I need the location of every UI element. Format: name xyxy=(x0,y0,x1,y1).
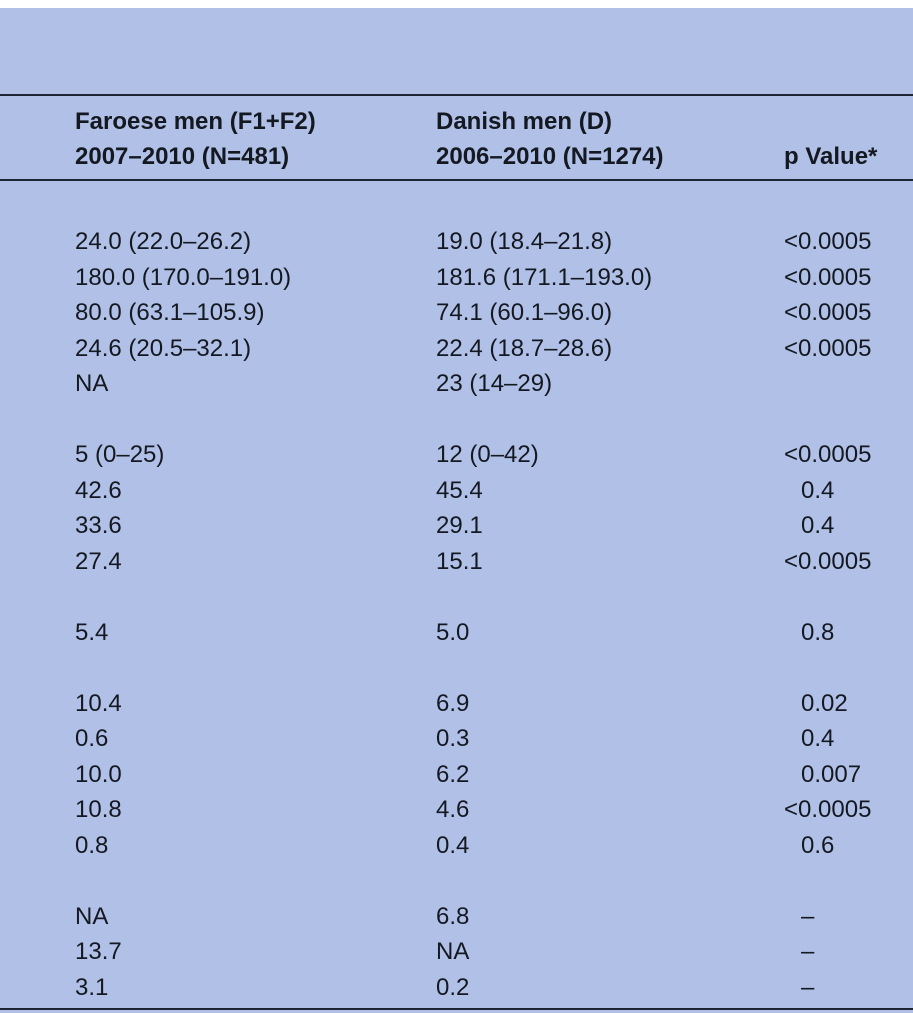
table-cell: 5 (0–25) xyxy=(75,441,165,468)
table-cell: 10.0 xyxy=(75,760,122,788)
table-cell: 0.4 xyxy=(801,512,835,539)
table-cell: – xyxy=(801,938,815,965)
table-cell: 0.2 xyxy=(436,973,470,1001)
bottom-rule xyxy=(0,1008,913,1010)
table-cell: 23 (14–29) xyxy=(436,370,553,397)
table-cell: 0.007 xyxy=(801,760,862,788)
table-cell: 0.6 xyxy=(801,831,835,859)
table-cell: 0.4 xyxy=(801,725,835,752)
table-cell: 74.1 (60.1–96.0) xyxy=(436,299,613,326)
table-cell: 80.0 (63.1–105.9) xyxy=(75,299,265,326)
table-cell: 181.6 (171.1–193.0) xyxy=(436,263,653,291)
table-cell: <0.0005 xyxy=(784,547,872,575)
header-cell: 2006–2010 (N=1274) xyxy=(436,143,664,170)
table-cell: NA xyxy=(75,902,109,930)
table-cell: 27.4 xyxy=(75,547,122,575)
table-cell: – xyxy=(801,902,815,930)
table-cell: 13.7 xyxy=(75,938,122,965)
table-cell: 42.6 xyxy=(75,476,122,504)
table-page: Faroese men (F1+F2) 2007–2010 (N=481) Dani… xyxy=(0,8,913,1013)
table-cell: 5.4 xyxy=(75,618,109,646)
table-cell: 6.2 xyxy=(436,760,470,788)
table-cell: NA xyxy=(436,938,470,965)
table-cell: 22.4 (18.7–28.6) xyxy=(436,334,613,362)
table-cell: 33.6 xyxy=(75,512,122,539)
table-cell: 0.8 xyxy=(75,831,109,859)
table-cell: 0.3 xyxy=(436,725,470,752)
table-cell: 45.4 xyxy=(436,476,483,504)
table-cell: <0.0005 xyxy=(784,299,872,326)
table-cell: 0.6 xyxy=(75,725,109,752)
table-cell: 0.8 xyxy=(801,618,835,646)
table-cell: 4.6 xyxy=(436,796,470,823)
header-cell: Danish men (D) xyxy=(436,108,613,135)
table-cell: 24.0 (22.0–26.2) xyxy=(75,228,252,255)
top-rule xyxy=(0,94,913,96)
table-cell: <0.0005 xyxy=(784,441,872,468)
table-cell: 0.4 xyxy=(436,831,470,859)
table-cell: 24.6 (20.5–32.1) xyxy=(75,334,252,362)
header-rule xyxy=(0,179,913,181)
table-cell: 19.0 (18.4–21.8) xyxy=(436,228,613,255)
table-cell: 6.8 xyxy=(436,902,470,930)
table-cell: 0.02 xyxy=(801,689,848,717)
table-cell: 6.9 xyxy=(436,689,470,717)
table-cell: <0.0005 xyxy=(784,263,872,291)
table-cell: NA xyxy=(75,370,109,397)
header-cell: Faroese men (F1+F2) xyxy=(75,108,316,135)
table-cell: 10.4 xyxy=(75,689,122,717)
table-cell: <0.0005 xyxy=(784,228,872,255)
table-cell: 10.8 xyxy=(75,796,122,823)
header-cell: 2007–2010 (N=481) xyxy=(75,143,290,170)
table-cell: 180.0 (170.0–191.0) xyxy=(75,263,292,291)
table-cell: 0.4 xyxy=(801,476,835,504)
table-cell: <0.0005 xyxy=(784,334,872,362)
table-cell: 15.1 xyxy=(436,547,483,575)
table-cell: 3.1 xyxy=(75,973,109,1001)
table-cell: <0.0005 xyxy=(784,796,872,823)
table-cell: – xyxy=(801,973,815,1001)
header-cell: p Value* xyxy=(784,143,878,170)
table-cell: 5.0 xyxy=(436,618,470,646)
table-cell: 12 (0–42) xyxy=(436,441,539,468)
table-cell: 29.1 xyxy=(436,512,483,539)
